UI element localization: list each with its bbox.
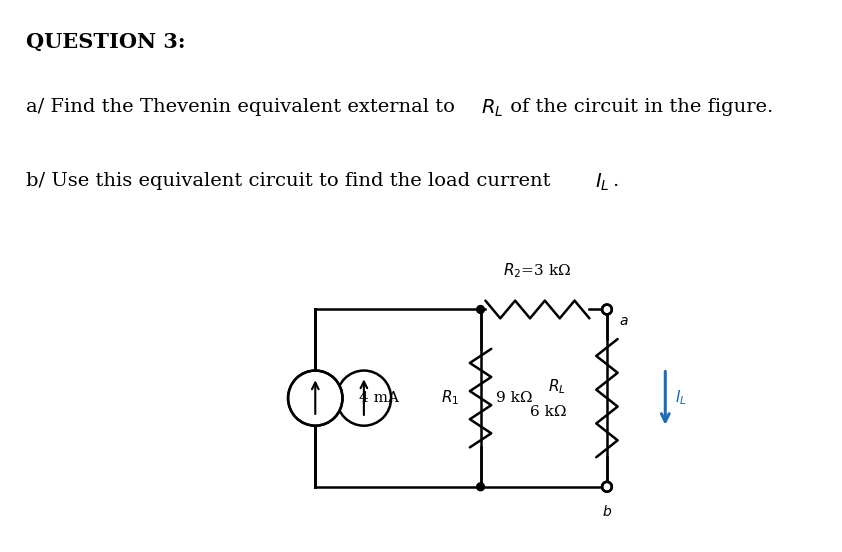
- Circle shape: [289, 371, 342, 424]
- Text: $b$: $b$: [602, 505, 612, 519]
- Text: QUESTION 3:: QUESTION 3:: [25, 32, 185, 52]
- Text: .: .: [612, 172, 618, 189]
- Circle shape: [603, 306, 610, 314]
- Text: $R_1$: $R_1$: [441, 389, 459, 407]
- Text: 4 mA: 4 mA: [359, 391, 399, 405]
- Text: a/ Find the Thevenin equivalent external to: a/ Find the Thevenin equivalent external…: [25, 98, 461, 116]
- Text: $I_L$: $I_L$: [675, 389, 687, 407]
- Circle shape: [603, 483, 610, 491]
- Text: $I$: $I$: [288, 390, 294, 406]
- Text: $a$: $a$: [619, 315, 628, 328]
- Circle shape: [477, 306, 484, 314]
- Text: 6 kΩ: 6 kΩ: [530, 405, 566, 419]
- Text: $R_L$: $R_L$: [548, 377, 566, 396]
- Text: b/ Use this equivalent circuit to find the load current: b/ Use this equivalent circuit to find t…: [25, 172, 557, 189]
- Circle shape: [477, 483, 484, 491]
- Text: of the circuit in the figure.: of the circuit in the figure.: [504, 98, 773, 116]
- Text: $I_L$: $I_L$: [595, 172, 610, 193]
- Text: $R_L$: $R_L$: [481, 98, 503, 119]
- Text: $R_2$=3 kΩ: $R_2$=3 kΩ: [504, 261, 572, 280]
- Text: 9 kΩ: 9 kΩ: [496, 391, 533, 405]
